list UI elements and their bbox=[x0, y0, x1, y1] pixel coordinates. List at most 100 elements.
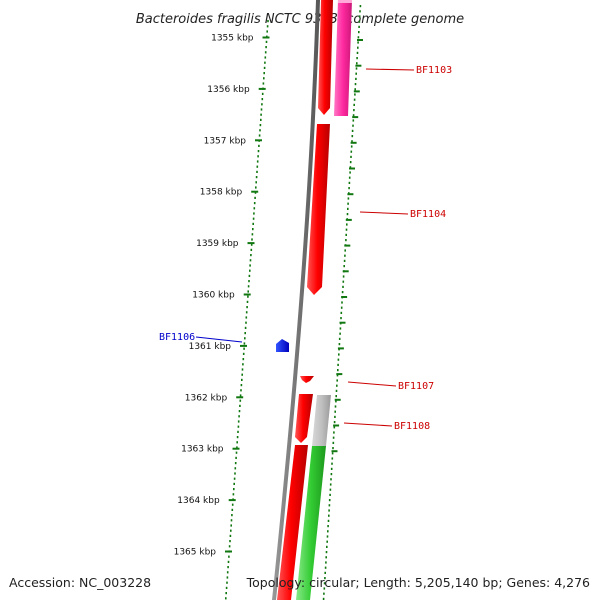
outer-track-dot bbox=[329, 483, 332, 486]
ruler-dot bbox=[241, 373, 243, 376]
magenta-feature bbox=[334, 0, 352, 116]
ruler-dot bbox=[230, 524, 232, 527]
ruler-dot bbox=[225, 597, 227, 600]
gene-bf1107-arrow[interactable] bbox=[300, 376, 314, 383]
ruler-dot bbox=[240, 389, 242, 392]
gene-bf1106-arrow[interactable] bbox=[276, 339, 289, 352]
ruler-dot bbox=[258, 134, 261, 137]
outer-track-dot bbox=[322, 597, 325, 600]
outer-track-dot bbox=[325, 551, 328, 554]
outer-track-dot bbox=[324, 577, 326, 580]
outer-track-dot bbox=[343, 265, 345, 268]
outer-track-dot bbox=[334, 405, 337, 408]
outer-track-dot bbox=[344, 249, 346, 252]
outer-track-dot bbox=[328, 504, 331, 507]
ruler-dot bbox=[236, 446, 238, 449]
outer-track-dot bbox=[336, 374, 339, 377]
outer-track-dot bbox=[353, 109, 355, 112]
outer-track-dot bbox=[354, 83, 357, 86]
ruler-dot bbox=[239, 394, 242, 397]
ruler-dot bbox=[245, 311, 248, 314]
gene-bf1108-arrow[interactable] bbox=[312, 395, 331, 446]
ruler-tick-label: 1362 kbp bbox=[185, 393, 228, 403]
ruler-dot bbox=[254, 196, 256, 199]
ruler-dot bbox=[235, 456, 237, 459]
outer-track-dot bbox=[348, 187, 350, 190]
outer-track-dot bbox=[343, 259, 346, 262]
outer-track-dot bbox=[357, 41, 359, 44]
genome-summary-text: Topology: circular; Length: 5,205,140 bp… bbox=[246, 575, 590, 590]
ruler-dot bbox=[226, 571, 229, 574]
outer-track-dot bbox=[325, 561, 327, 564]
outer-track-dot bbox=[330, 467, 333, 470]
ruler-tick-label: 1356 kbp bbox=[207, 85, 250, 95]
gene-bf1103-arrow[interactable] bbox=[318, 0, 333, 115]
ruler-dot bbox=[243, 342, 246, 345]
ruler-dot bbox=[239, 399, 242, 402]
accession-text: Accession: NC_003228 bbox=[9, 575, 151, 590]
outer-track-dot bbox=[342, 280, 345, 283]
outer-track-dot bbox=[338, 337, 341, 340]
ruler-dot bbox=[241, 368, 244, 371]
outer-track-dot bbox=[344, 254, 346, 257]
bf1108-label[interactable]: BF1108 bbox=[394, 421, 430, 432]
ruler-dot bbox=[262, 82, 265, 85]
outer-track-dot bbox=[327, 525, 329, 528]
ruler-dot bbox=[251, 233, 254, 236]
ruler-dot bbox=[236, 441, 238, 444]
ruler-dot bbox=[225, 586, 228, 589]
bf1107-leader-line bbox=[347, 381, 397, 387]
ruler-dot bbox=[229, 534, 232, 537]
outer-track-dot bbox=[339, 332, 341, 335]
red-feature-lower-2[interactable] bbox=[277, 445, 308, 600]
outer-track-dot bbox=[338, 343, 341, 346]
bf1104-label[interactable]: BF1104 bbox=[410, 209, 446, 220]
ruler-dot bbox=[265, 40, 268, 43]
ruler-dot bbox=[228, 545, 231, 548]
outer-track-dot bbox=[336, 384, 338, 387]
outer-track-dot bbox=[331, 452, 334, 455]
bf1106-label[interactable]: BF1106 bbox=[159, 332, 195, 343]
outer-track-dot bbox=[356, 51, 359, 54]
outer-dotted-track bbox=[322, 5, 363, 600]
ruler-dot bbox=[246, 306, 248, 309]
gene-bf1104-arrow[interactable] bbox=[307, 124, 330, 295]
bf1104-leader-line bbox=[359, 211, 409, 215]
ruler-dot bbox=[264, 56, 267, 59]
outer-track-dot bbox=[333, 426, 336, 429]
ruler-dot bbox=[248, 280, 250, 283]
outer-track-dot bbox=[340, 317, 342, 320]
ruler-dot bbox=[237, 420, 240, 423]
red-feature-lower-1[interactable] bbox=[295, 394, 313, 443]
outer-track-dot bbox=[347, 197, 350, 200]
ruler-dot bbox=[246, 300, 249, 303]
ruler-tick-label: 1360 kbp bbox=[192, 291, 235, 301]
outer-track-dot bbox=[328, 514, 330, 517]
ruler-tick-label: 1361 kbp bbox=[189, 342, 232, 352]
outer-track-dot bbox=[349, 166, 352, 169]
ruler-dot bbox=[244, 332, 246, 335]
ruler-dot bbox=[231, 503, 234, 506]
outer-track-dot bbox=[338, 353, 340, 356]
outer-track-dot bbox=[353, 103, 355, 106]
ruler-dot bbox=[249, 259, 252, 262]
ruler-dot bbox=[245, 316, 248, 319]
ruler-dot bbox=[249, 269, 251, 272]
outer-track-dot bbox=[330, 473, 333, 476]
outer-track-dot bbox=[350, 155, 352, 158]
ruler-dot bbox=[252, 217, 255, 220]
ruler-dot bbox=[226, 576, 229, 579]
outer-track-dot bbox=[351, 135, 354, 138]
bf1103-label[interactable]: BF1103 bbox=[416, 65, 452, 76]
outer-track-dot bbox=[351, 140, 353, 143]
outer-track-dot bbox=[326, 540, 328, 543]
bf1107-label[interactable]: BF1107 bbox=[398, 381, 434, 392]
ruler-tick-label: 1357 kbp bbox=[204, 136, 247, 146]
outer-track-dot bbox=[331, 457, 334, 460]
outer-track-dot bbox=[327, 519, 330, 522]
outer-track-dot bbox=[358, 31, 360, 34]
ruler-dot bbox=[266, 30, 268, 33]
outer-track-dot bbox=[334, 410, 336, 413]
outer-track-dot bbox=[332, 441, 335, 444]
